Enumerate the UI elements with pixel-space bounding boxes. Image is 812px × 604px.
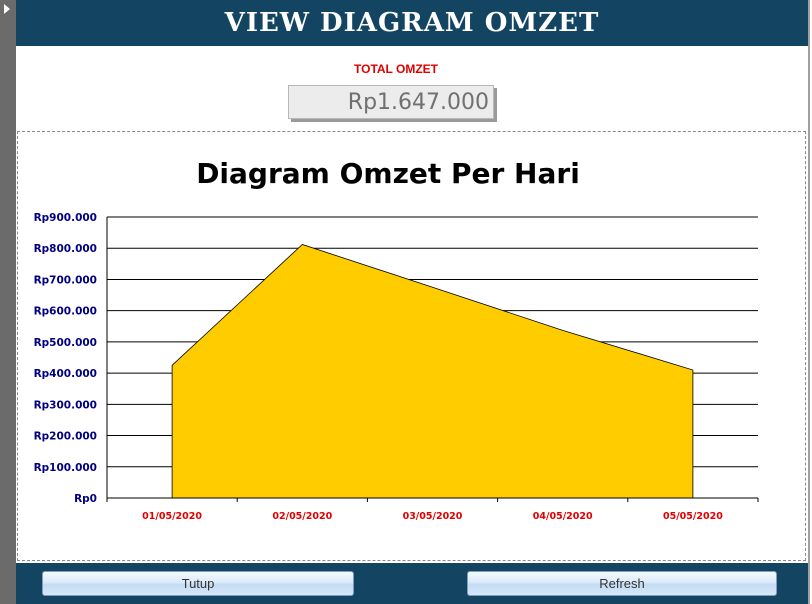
chart-panel: Diagram Omzet Per Hari Rp0 Rp100.000 Rp200.… bbox=[17, 131, 806, 561]
total-omzet-value: Rp1.647.000 bbox=[347, 89, 489, 115]
close-button[interactable]: Tutup bbox=[42, 571, 354, 596]
y-tick-label: Rp300.000 bbox=[34, 399, 97, 411]
chart-title: Diagram Omzet Per Hari bbox=[196, 157, 580, 190]
area-series bbox=[171, 244, 694, 499]
y-tick-label: Rp100.000 bbox=[34, 462, 97, 474]
y-tick-label: Rp0 bbox=[74, 493, 97, 505]
left-edge-strip bbox=[0, 0, 16, 604]
page-title: VIEW DIAGRAM OMZET bbox=[224, 8, 600, 38]
title-bar: VIEW DIAGRAM OMZET bbox=[16, 0, 808, 46]
y-tick-label: Rp200.000 bbox=[34, 431, 97, 443]
x-tick-label: 05/05/2020 bbox=[663, 511, 723, 522]
x-tick-label: 01/05/2020 bbox=[142, 511, 202, 522]
y-tick-label: Rp700.000 bbox=[34, 274, 97, 286]
total-omzet-field: Rp1.647.000 bbox=[288, 85, 494, 119]
x-tick-label: 04/05/2020 bbox=[533, 511, 593, 522]
expand-arrow-icon[interactable] bbox=[4, 4, 10, 14]
y-tick-label: Rp900.000 bbox=[34, 212, 97, 224]
y-tick-label: Rp800.000 bbox=[34, 243, 97, 255]
x-tick-label: 02/05/2020 bbox=[272, 511, 332, 522]
x-tick-label: 03/05/2020 bbox=[403, 511, 463, 522]
footer-bar: Tutup Refresh bbox=[16, 563, 808, 604]
y-tick-label: Rp600.000 bbox=[34, 306, 97, 318]
omzet-area-chart: Diagram Omzet Per Hari Rp0 Rp100.000 Rp200.… bbox=[34, 157, 759, 522]
refresh-button[interactable]: Refresh bbox=[467, 571, 777, 596]
y-tick-label: Rp500.000 bbox=[34, 337, 97, 349]
app-window: VIEW DIAGRAM OMZET TOTAL OMZET Rp1.647.0… bbox=[16, 0, 810, 604]
total-omzet-label: TOTAL OMZET bbox=[354, 62, 438, 76]
y-tick-label: Rp400.000 bbox=[34, 368, 97, 380]
